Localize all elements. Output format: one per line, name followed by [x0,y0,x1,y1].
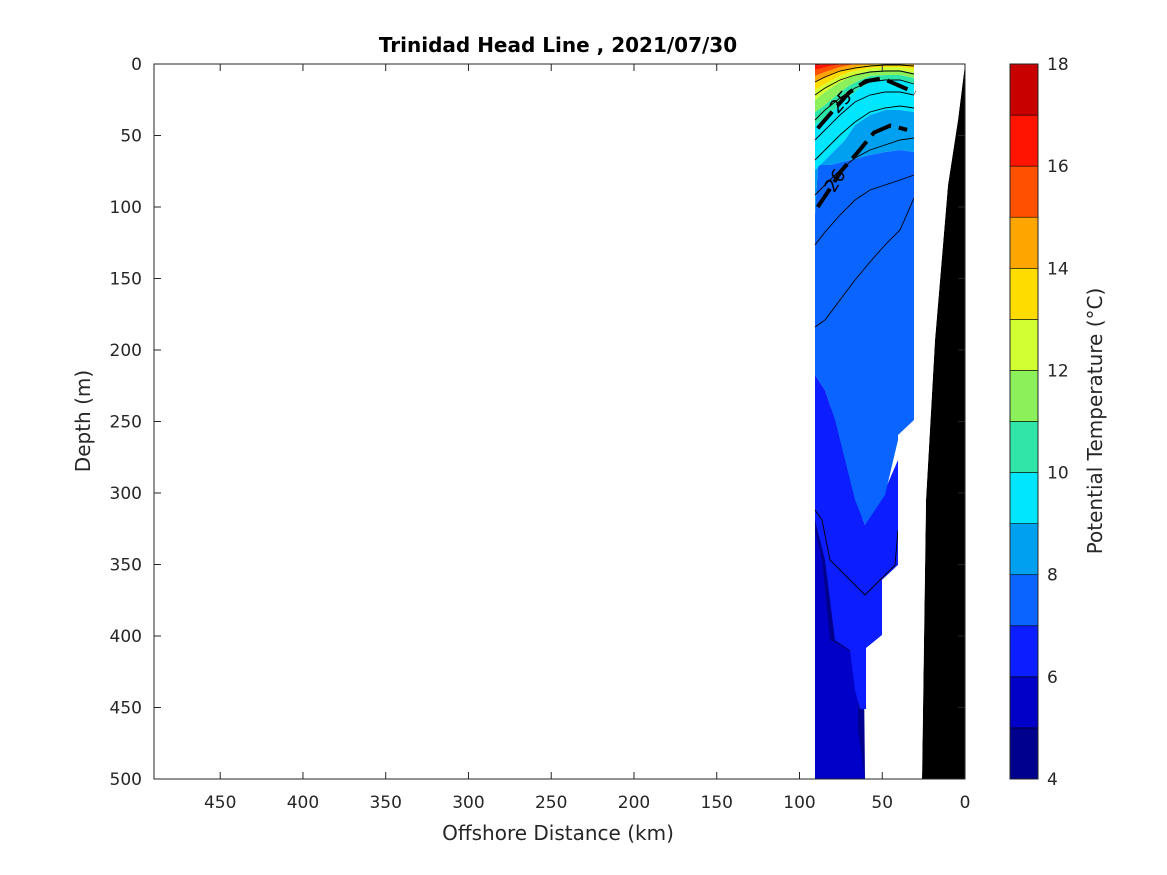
y-tick-label: 450 [110,699,142,719]
x-tick-label: 150 [701,793,733,813]
temp-band-12-13 [815,67,914,100]
y-tick-label: 400 [110,627,142,647]
colorbar-swatch [1009,319,1039,371]
colorbar-tick-label: 10 [1047,464,1069,484]
colorbar-swatch [1009,114,1039,167]
colorbar-swatch [1009,472,1039,524]
no-data-mask [866,64,965,779]
colorbar-tick-label: 16 [1047,157,1069,177]
temp-band-6-7 [815,375,898,709]
x-tick-label: 400 [287,793,319,813]
x-tick-label: 350 [369,793,401,813]
x-tick-label: 250 [535,793,567,813]
x-tick-label: 200 [618,793,650,813]
colorbar-swatch [1009,63,1039,116]
x-tick-label: 50 [871,793,893,813]
x-tick-label: 450 [204,793,236,813]
colorbar-swatch [1009,370,1039,422]
temperature-section [814,64,965,779]
colorbar-tick-label: 14 [1047,259,1069,279]
density-contour-line [816,76,917,130]
colorbar-swatch [1009,421,1039,473]
temp-band-7-8 [815,150,914,525]
colorbar-swatch [1009,165,1039,218]
colorbar-swatch [1009,267,1039,320]
colorbar-tick-label: 12 [1047,361,1069,381]
colorbar-swatch [1009,625,1039,678]
bathymetry [922,64,965,779]
y-axis: 0 50 100 150 200 250 300 350 400 450 500 [110,55,965,790]
temp-band-16-17 [815,64,845,70]
x-axis-label: Offshore Distance (km) [442,821,674,845]
y-tick-label: 500 [110,770,142,790]
colorbar-frame [1009,63,1039,780]
y-tick-label: 100 [110,198,142,218]
y-tick-label: 200 [110,341,142,361]
x-tick-label: 300 [452,793,484,813]
y-tick-label: 300 [110,484,142,504]
colorbar-label: Potential Temperature (°C) [1083,288,1107,555]
colorbar-tick-label: 6 [1047,668,1058,688]
colorbar-tick-label: 18 [1047,55,1069,75]
colorbar-swatch [1009,216,1039,269]
chart-title: Trinidad Head Line , 2021/07/30 [379,33,737,57]
x-tick-label: 100 [783,793,815,813]
y-tick-label: 250 [110,413,142,433]
temp-band-13-14 [815,64,914,90]
x-tick-label: 0 [960,793,971,813]
isotherm-lines [814,64,915,596]
density-contour-line [816,123,908,209]
temp-band-10-11 [815,75,914,125]
temp-band-11-12 [815,70,914,112]
y-tick-label: 150 [110,270,142,290]
colorbar-tick-label: 8 [1047,566,1058,586]
temp-band-14-15 [815,64,914,82]
y-tick-label: 350 [110,556,142,576]
x-axis: 450 400 350 300 250 200 150 100 50 0 [204,64,970,813]
colorbar-tick-label: 4 [1047,770,1058,790]
temp-band-8-9 [815,110,914,215]
colorbar-swatch [1009,727,1039,780]
y-tick-label: 50 [120,127,142,147]
temp-band-9-10 [815,80,914,170]
colorbar-swatch [1009,676,1039,729]
colorbar: 4 6 8 10 12 14 16 18 [1009,55,1069,790]
temp-band-5-6 [815,530,865,779]
colorbar-swatch [1009,523,1039,576]
colorbar-swatch [1009,574,1039,627]
density-contours [816,76,917,209]
y-tick-label: 0 [131,55,142,75]
y-axis-label: Depth (m) [71,370,95,472]
